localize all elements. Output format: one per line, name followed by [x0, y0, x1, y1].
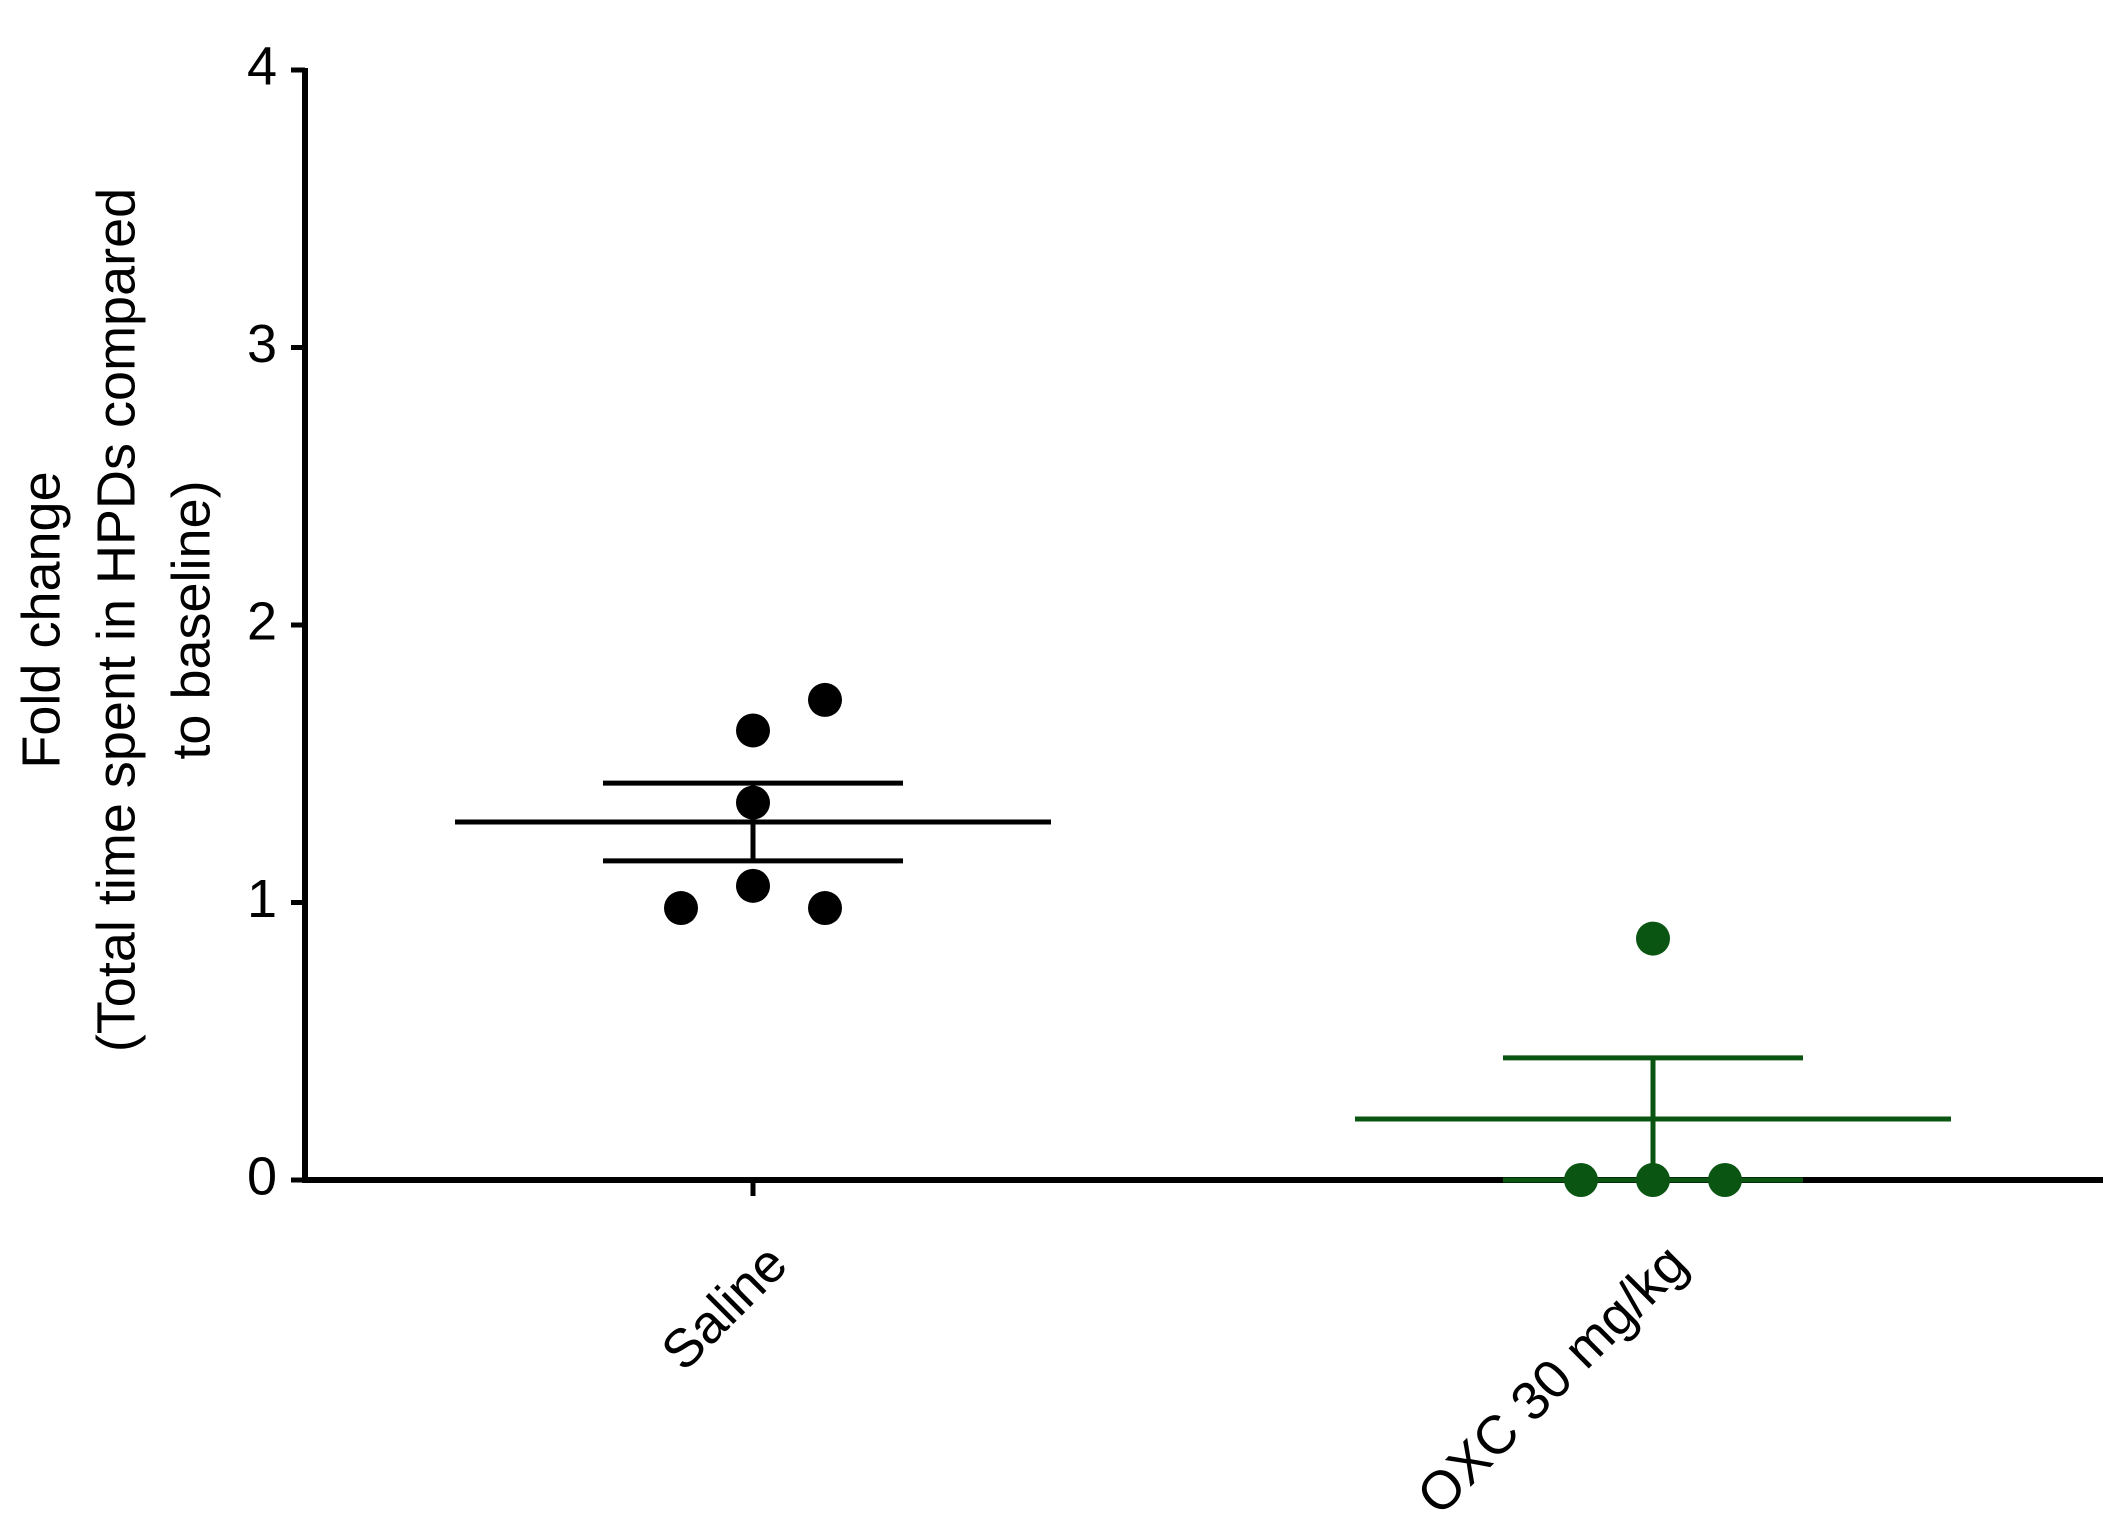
data-point: [736, 868, 770, 903]
x-tick-label: Saline: [650, 1233, 799, 1382]
data-point: [1636, 921, 1670, 956]
y-axis-label: (Total time spent in HPDs compared: [86, 188, 146, 1052]
data-point: [1708, 1163, 1742, 1197]
y-tick-label: 0: [247, 1146, 277, 1206]
data-point: [808, 891, 842, 926]
y-tick-label: 3: [247, 314, 277, 374]
y-tick-label: 2: [247, 591, 277, 651]
data-point: [736, 785, 770, 820]
data-point: [664, 891, 698, 926]
data-point: [1564, 1163, 1598, 1197]
data-point: [808, 682, 842, 717]
data-point: [1636, 1163, 1670, 1197]
data-point: [736, 713, 770, 748]
x-tick-label: OXC 30 mg/kg: [1406, 1233, 1699, 1526]
y-tick-label: 1: [247, 869, 277, 929]
y-axis-label: Fold change: [11, 471, 71, 768]
y-axis-label: to baseline): [161, 480, 221, 759]
y-tick-label: 4: [247, 36, 277, 96]
